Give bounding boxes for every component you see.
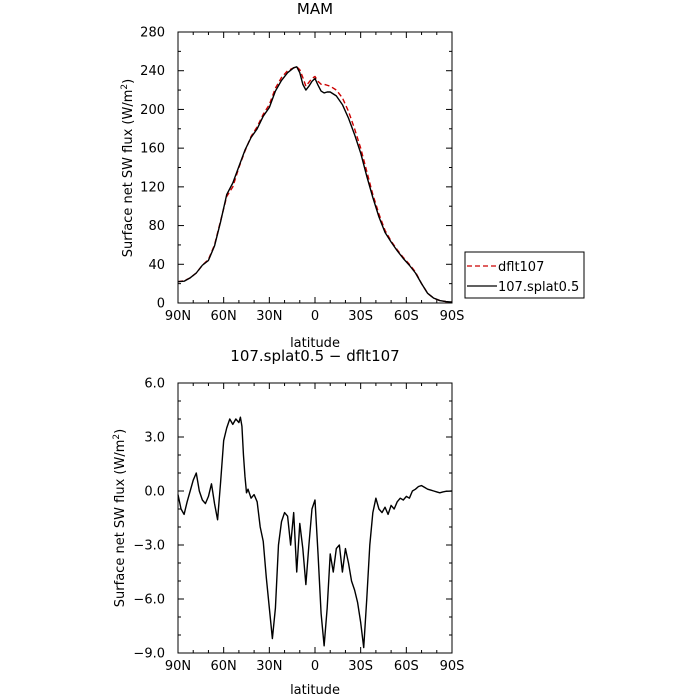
top-x-tick-label: 90S [440, 309, 465, 324]
bottom-x-tick-label: 0 [311, 659, 319, 674]
top-series-line-107-splat0-5 [177, 66, 453, 303]
legend-label-splat: 107.splat0.5 [498, 280, 579, 295]
top-x-tick-label: 0 [311, 309, 319, 324]
legend: dflt107 107.splat0.5 [464, 251, 585, 299]
legend-label-dflt107: dflt107 [498, 260, 544, 275]
bottom-x-tick-label: 30N [256, 659, 282, 674]
top-y-tick-label: 80 [148, 219, 165, 234]
bottom-x-tick-label: 60S [394, 659, 419, 674]
top-y-tick-label: 200 [140, 103, 165, 118]
bottom-y-tick-label: −3.0 [133, 539, 165, 554]
bottom-y-tick-label: 0.0 [144, 485, 165, 500]
top-series-line-dflt107 [177, 66, 453, 303]
top-x-tick-label: 30S [348, 309, 373, 324]
top-y-tick-label: 240 [140, 64, 165, 79]
top-chart-x-axis-label: latitude [290, 336, 340, 351]
top-x-tick-label: 30N [256, 309, 282, 324]
bottom-chart-y-axis-label-close: ) [113, 429, 128, 434]
top-x-tick-label: 90N [165, 309, 191, 324]
top-chart-series [177, 66, 453, 303]
bottom-chart-series [177, 416, 453, 649]
top-y-tick-label: 120 [140, 180, 165, 195]
top-y-tick-label: 40 [148, 258, 165, 273]
top-chart-y-axis-label-superscript: 2 [120, 84, 130, 90]
top-chart-frame [177, 31, 453, 304]
top-chart-y-axis-label: Surface net SW flux (W/m2) [120, 79, 136, 257]
bottom-chart-panel: 107.splat0.5 − dflt107 Surface net SW fl… [112, 347, 464, 698]
bottom-chart-x-axis-label: latitude [290, 683, 340, 698]
bottom-chart-y-axis-label-superscript: 2 [112, 434, 122, 440]
bottom-series-line-0 [177, 416, 453, 649]
bottom-y-tick-label: −6.0 [133, 593, 165, 608]
top-x-tick-label: 60S [394, 309, 419, 324]
top-y-tick-label: 280 [140, 26, 165, 41]
top-y-tick-label: 0 [157, 297, 165, 312]
bottom-x-tick-label: 90N [165, 659, 191, 674]
bottom-chart-y-axis-label: Surface net SW flux (W/m2) [112, 429, 128, 607]
bottom-x-tick-label: 30S [348, 659, 373, 674]
bottom-y-tick-label: −9.0 [133, 647, 165, 662]
bottom-chart-title: 107.splat0.5 − dflt107 [230, 347, 399, 365]
bottom-y-tick-label: 3.0 [144, 431, 165, 446]
top-chart-y-axis-label-close: ) [121, 79, 136, 84]
bottom-chart-ticks: 90N 60N 30N 0 30S 60S 90S 6.0 3.0 0.0 −3.0 −6.0 −9.0 [133, 377, 464, 675]
top-chart-panel: MAM Surface net SW flux (W/m2) latitude … [120, 0, 464, 351]
bottom-x-tick-label: 60N [211, 659, 237, 674]
top-x-tick-label: 60N [211, 309, 237, 324]
bottom-chart-frame [177, 382, 453, 654]
top-chart-title: MAM [297, 0, 333, 18]
bottom-y-tick-label: 6.0 [144, 377, 165, 392]
legend-box [464, 251, 585, 299]
top-y-tick-label: 160 [140, 142, 165, 157]
bottom-x-tick-label: 90S [440, 659, 465, 674]
